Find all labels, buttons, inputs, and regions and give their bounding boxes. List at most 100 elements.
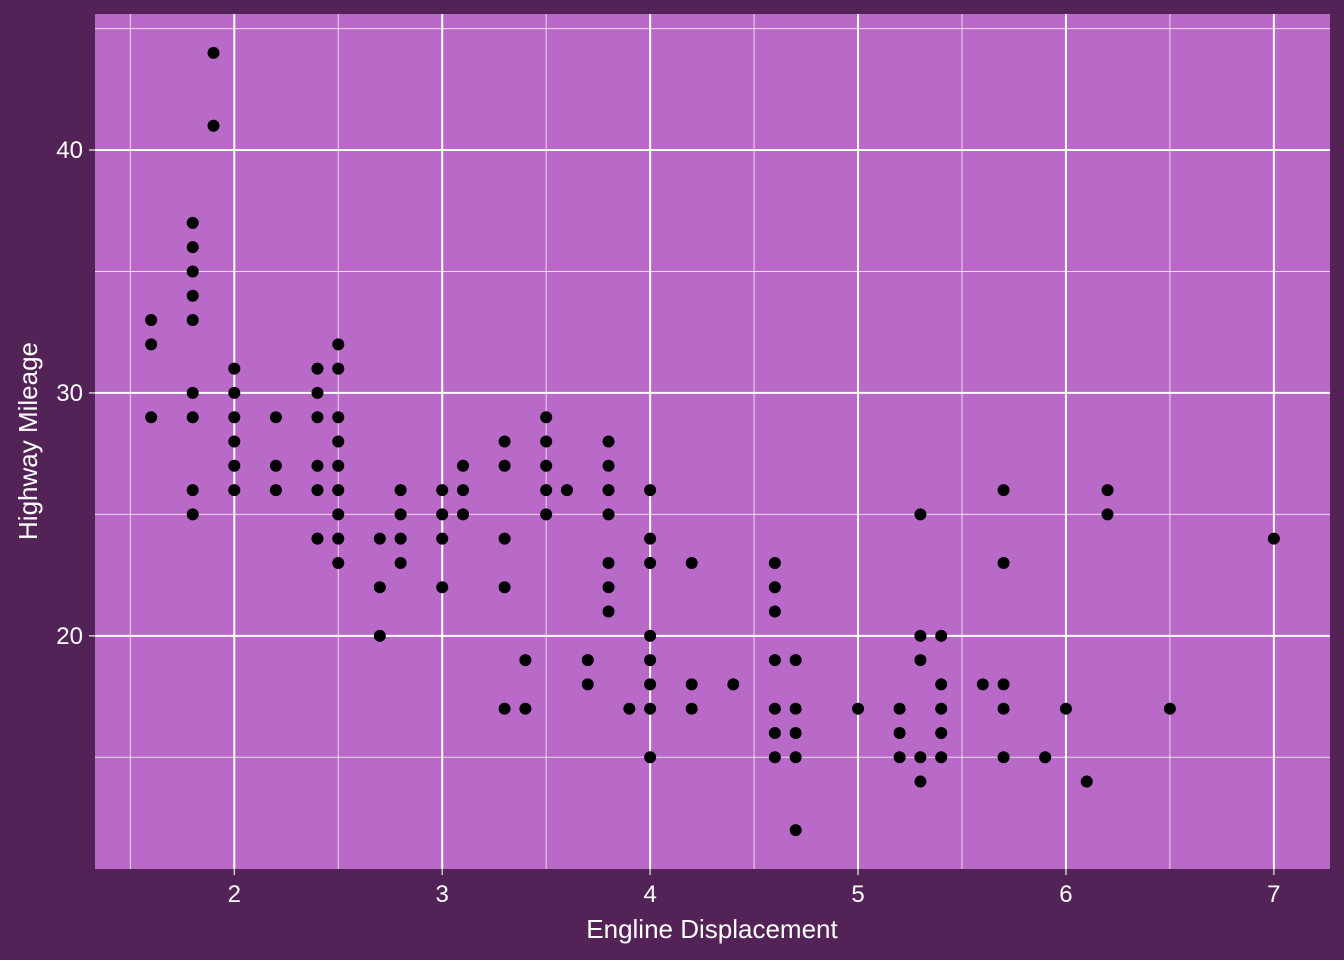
data-point [311, 386, 324, 399]
data-point [768, 605, 781, 618]
data-point [332, 532, 345, 545]
data-point [519, 654, 532, 667]
data-point [228, 484, 241, 497]
x-axis-tick-label: 5 [851, 881, 864, 908]
data-point [1101, 484, 1114, 497]
data-point [145, 411, 158, 424]
data-point [768, 702, 781, 715]
data-point [269, 411, 282, 424]
data-point [852, 702, 865, 715]
data-point [269, 459, 282, 472]
data-point [644, 702, 657, 715]
data-point [644, 678, 657, 691]
data-point [228, 411, 241, 424]
data-point [789, 751, 802, 764]
data-point [436, 581, 449, 594]
data-point [997, 484, 1010, 497]
data-point [997, 678, 1010, 691]
data-point [935, 751, 948, 764]
data-point [914, 775, 927, 788]
y-axis-tick-label: 20 [56, 623, 83, 650]
data-point [560, 484, 573, 497]
data-point [394, 508, 407, 521]
data-point [311, 459, 324, 472]
data-point [644, 629, 657, 642]
data-point [644, 556, 657, 569]
data-point [581, 654, 594, 667]
data-point [498, 532, 511, 545]
data-point [789, 726, 802, 739]
data-point [1163, 702, 1176, 715]
data-point [602, 435, 615, 448]
data-point [186, 484, 199, 497]
data-point [519, 702, 532, 715]
data-point [311, 411, 324, 424]
data-point [332, 484, 345, 497]
data-point [332, 556, 345, 569]
data-point [498, 435, 511, 448]
data-point [914, 654, 927, 667]
data-point [186, 411, 199, 424]
data-point [186, 241, 199, 254]
data-point [644, 484, 657, 497]
data-point [186, 216, 199, 229]
data-point [623, 702, 636, 715]
y-axis-tick-label: 30 [56, 380, 83, 407]
data-point [935, 702, 948, 715]
data-point [914, 629, 927, 642]
data-point [373, 629, 386, 642]
data-point [997, 556, 1010, 569]
y-axis-tick-label: 40 [56, 137, 83, 164]
data-point [685, 556, 698, 569]
data-point [145, 314, 158, 327]
data-point [644, 532, 657, 545]
data-point [768, 726, 781, 739]
data-point [727, 678, 740, 691]
data-point [332, 338, 345, 351]
data-point [768, 581, 781, 594]
data-point [644, 751, 657, 764]
data-point [457, 459, 470, 472]
data-point [498, 702, 511, 715]
data-point [332, 459, 345, 472]
data-point [1080, 775, 1093, 788]
data-point [228, 362, 241, 375]
x-axis-tick-label: 7 [1267, 881, 1280, 908]
data-point [311, 532, 324, 545]
plot-panel [95, 14, 1330, 869]
data-point [540, 435, 553, 448]
data-point [935, 629, 948, 642]
y-axis-title: Highway Mileage [13, 342, 43, 540]
data-point [602, 556, 615, 569]
data-point [186, 265, 199, 278]
data-point [269, 484, 282, 497]
data-point [207, 46, 220, 59]
data-point [207, 119, 220, 132]
data-point [602, 581, 615, 594]
data-point [914, 508, 927, 521]
data-point [540, 508, 553, 521]
data-point [935, 726, 948, 739]
data-point [789, 702, 802, 715]
data-point [332, 435, 345, 448]
y-axis-tick-labels: 20 30 40 [56, 137, 95, 650]
x-axis-tick-label: 6 [1059, 881, 1072, 908]
data-point [893, 726, 906, 739]
data-point [540, 484, 553, 497]
data-point [228, 435, 241, 448]
data-point [685, 702, 698, 715]
data-point [581, 678, 594, 691]
data-point [394, 532, 407, 545]
data-point [394, 484, 407, 497]
x-axis-tick-label: 4 [643, 881, 656, 908]
data-point [186, 289, 199, 302]
data-point [228, 459, 241, 472]
data-point [332, 362, 345, 375]
data-point [1039, 751, 1052, 764]
data-point [498, 459, 511, 472]
data-point [311, 484, 324, 497]
data-point [186, 314, 199, 327]
data-point [186, 386, 199, 399]
data-point [602, 605, 615, 618]
